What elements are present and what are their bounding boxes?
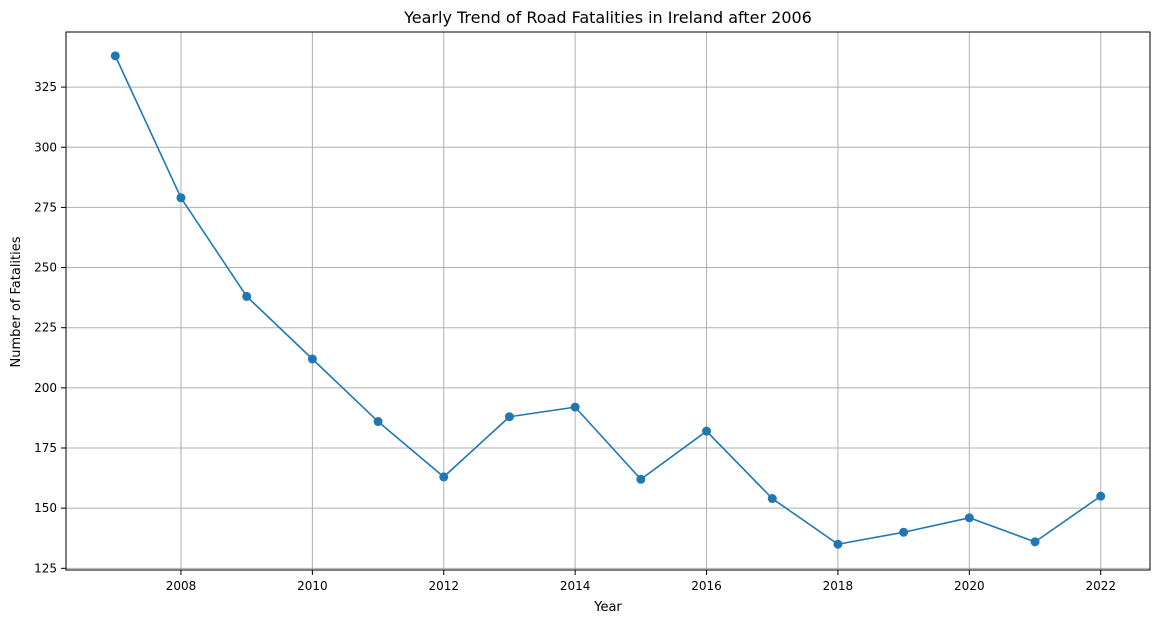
plot-area-frame [65, 31, 1151, 571]
data-point-2015 [636, 474, 646, 484]
y-tick-label-1: 150 [34, 501, 57, 515]
data-point-2007 [110, 51, 120, 61]
data-point-2009 [242, 291, 252, 301]
data-point-2008 [176, 193, 186, 203]
data-point-2016 [702, 426, 712, 436]
y-tick-label-6: 275 [34, 200, 57, 214]
data-point-2018 [833, 539, 843, 549]
x-tick-label-6: 2020 [954, 579, 985, 593]
y-tick-label-3: 200 [34, 381, 57, 395]
x-tick-label-2: 2012 [428, 579, 459, 593]
x-tick-label-1: 2010 [297, 579, 328, 593]
y-tick-label-8: 325 [34, 80, 57, 94]
x-axis-label: Year [593, 600, 622, 615]
x-tick-label-3: 2014 [560, 579, 591, 593]
grid-lines [66, 32, 1150, 570]
y-tick-label-7: 300 [34, 140, 57, 154]
series-line-0 [114, 55, 1102, 546]
x-tick-label-0: 2008 [166, 579, 197, 593]
x-tick-label-4: 2016 [691, 579, 722, 593]
axis-ticks: 2008 2010 2012 2014 2016 2018 2020 2022 125 150 17… [34, 80, 1116, 593]
data-point-2011 [373, 417, 383, 427]
y-tick-label-5: 250 [34, 261, 57, 275]
data-point-2017 [767, 494, 777, 504]
y-tick-label-4: 225 [34, 321, 57, 335]
data-point-2014 [570, 402, 580, 412]
y-axis-label: Number of Fatalities [9, 236, 24, 367]
data-point-2012 [439, 472, 449, 482]
data-point-2019 [899, 527, 909, 537]
chart-title: Yearly Trend of Road Fatalities in Irela… [403, 8, 812, 27]
y-tick-label-0: 125 [34, 561, 57, 575]
data-point-2022 [1096, 491, 1106, 501]
data-point-2010 [307, 354, 317, 364]
x-tick-label-7: 2022 [1085, 579, 1116, 593]
x-tick-label-5: 2018 [823, 579, 854, 593]
data-point-2013 [504, 412, 514, 422]
y-tick-label-2: 175 [34, 441, 57, 455]
data-point-2020 [964, 513, 974, 523]
data-point-2021 [1030, 537, 1040, 547]
series-layer [110, 51, 1106, 549]
